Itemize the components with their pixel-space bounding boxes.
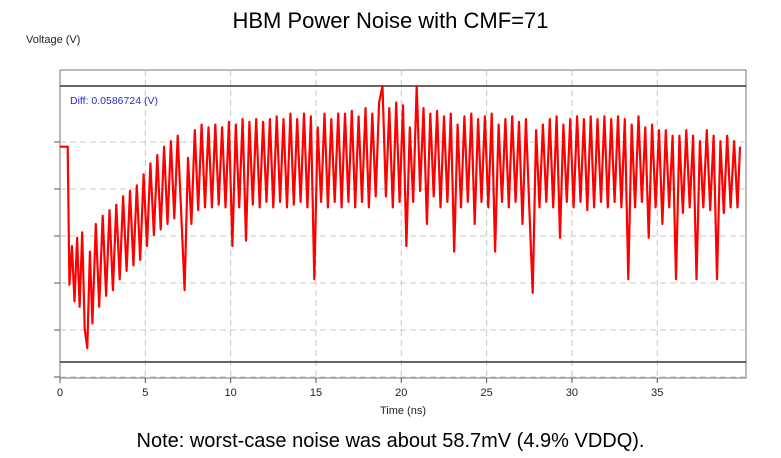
x-ticks: 0 5 10 15 20 25 30 35 — [57, 378, 663, 399]
x-tick-label: 35 — [651, 387, 663, 399]
x-tick-label: 0 — [57, 387, 63, 399]
grid-lines — [60, 70, 746, 378]
chart-title: HBM Power Noise with CMF=71 — [232, 8, 549, 33]
chart-svg: 0 5 10 15 20 25 30 35 Diff: 0.0586724 (V) Time … — [54, 69, 747, 417]
x-tick-label: 25 — [480, 387, 492, 399]
x-tick-label: 15 — [310, 387, 322, 399]
x-tick-label: 30 — [566, 387, 578, 399]
x-tick-label: 5 — [142, 387, 148, 399]
y-axis-label: Voltage (V) — [26, 34, 81, 46]
x-axis-label: Time (ns) — [380, 405, 426, 417]
note-text: Note: worst-case noise was about 58.7mV … — [136, 430, 645, 452]
x-tick-label: 10 — [225, 387, 237, 399]
series-line — [60, 84, 742, 350]
y-ticks — [54, 141, 60, 378]
x-tick-label: 20 — [395, 387, 407, 399]
diff-annotation: Diff: 0.0586724 (V) — [70, 95, 158, 107]
